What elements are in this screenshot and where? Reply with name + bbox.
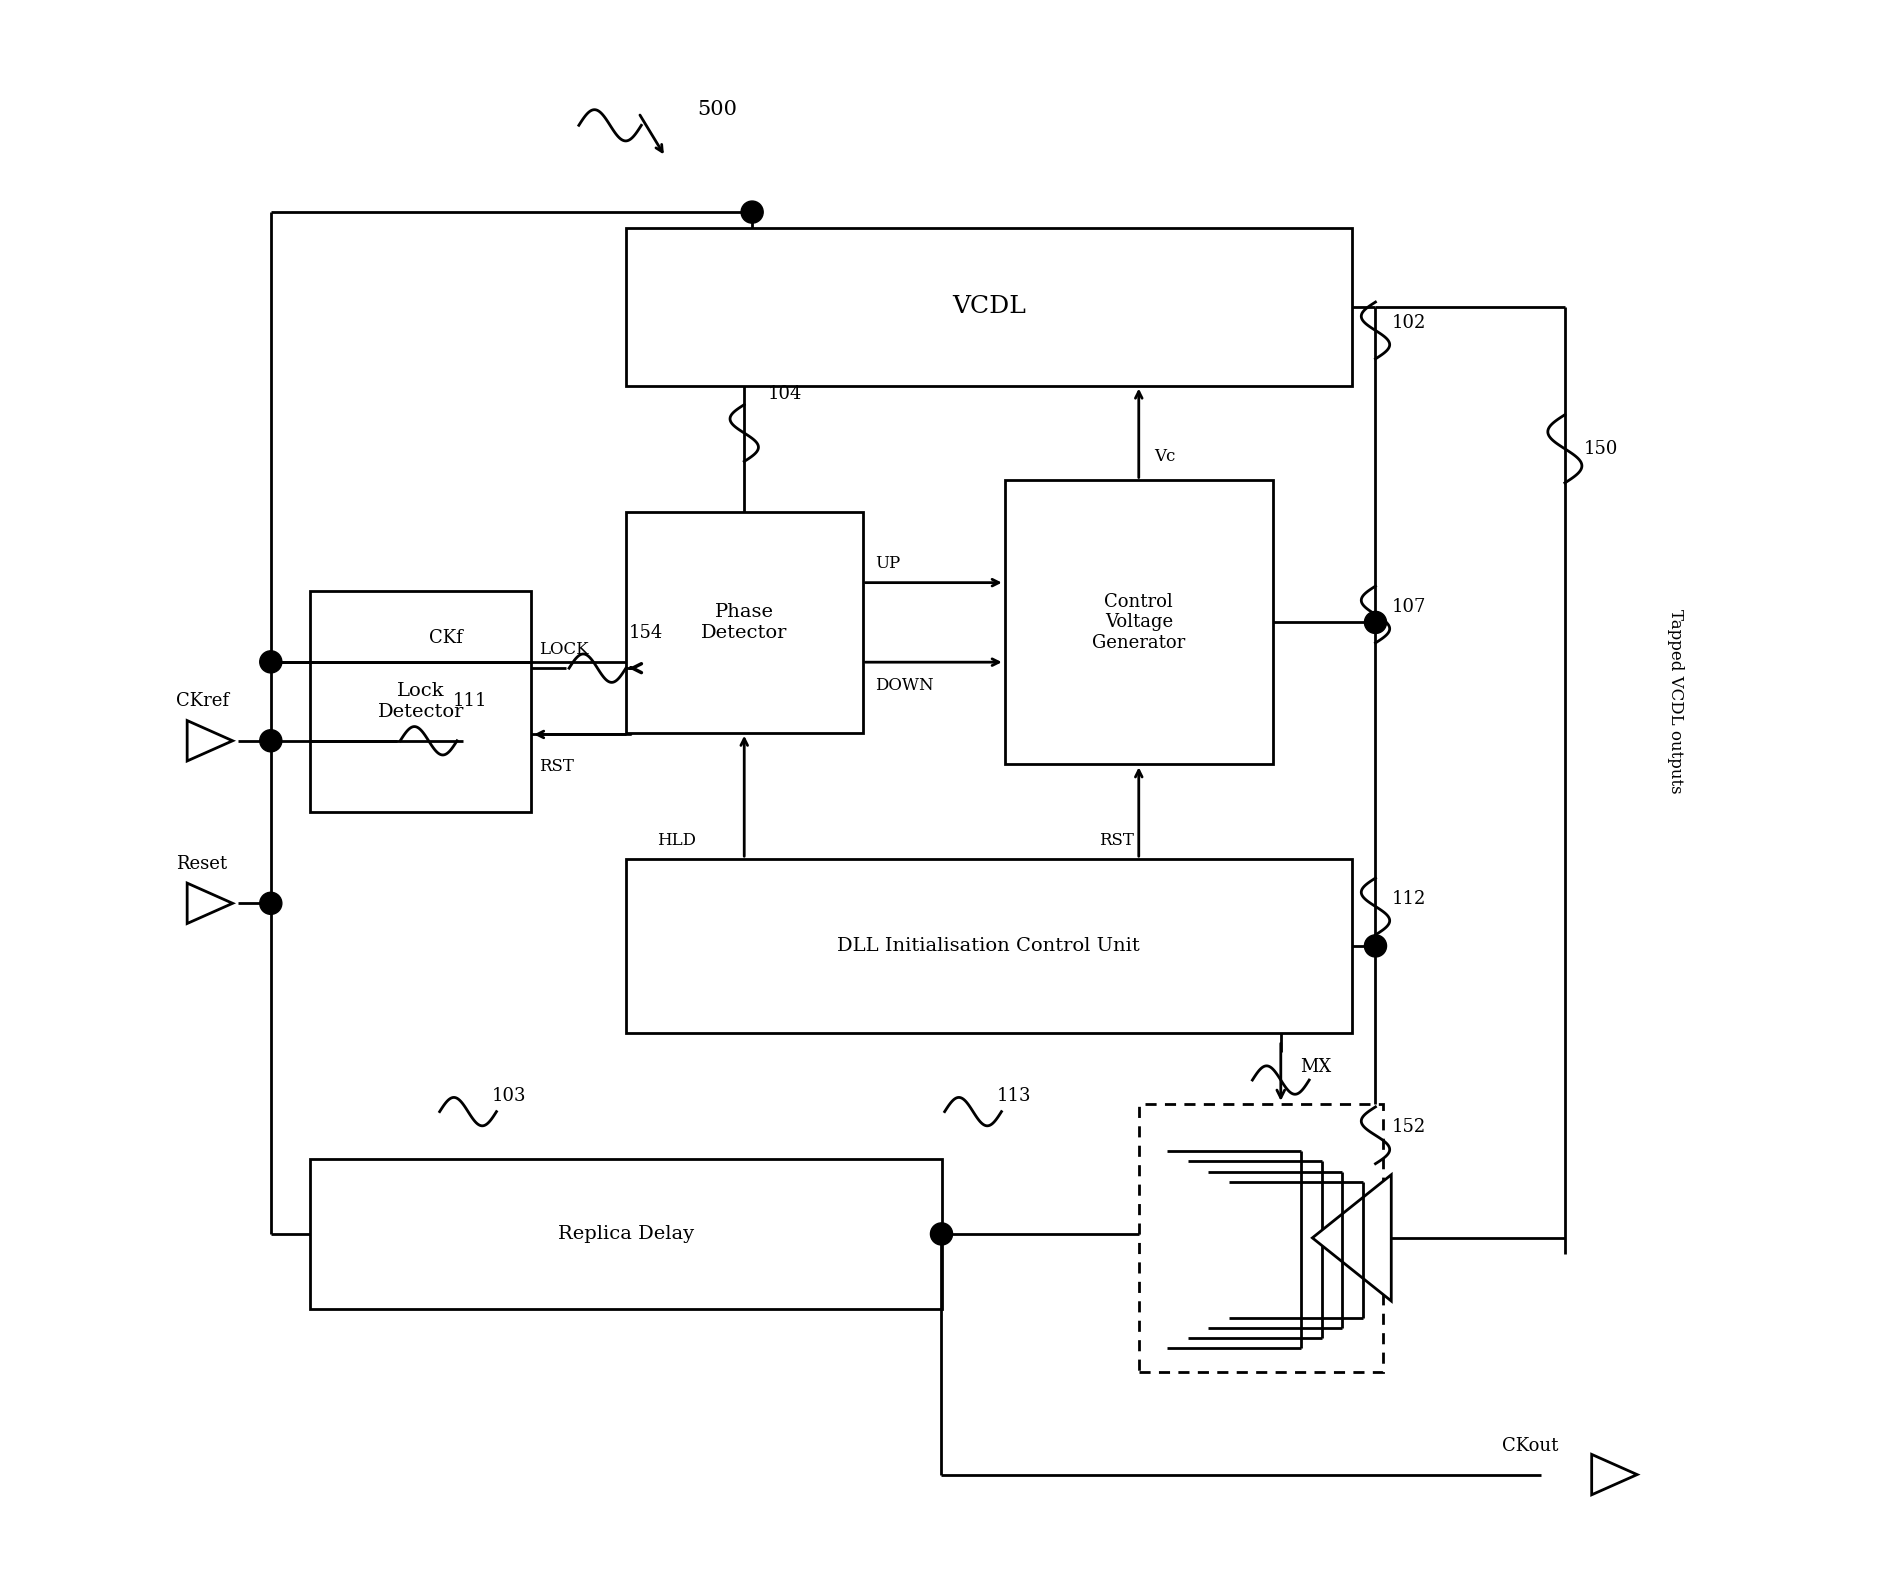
Polygon shape (186, 721, 233, 761)
Text: 154: 154 (629, 624, 662, 643)
Text: 150: 150 (1583, 439, 1617, 458)
Text: Vc: Vc (1154, 449, 1174, 465)
Text: VCDL: VCDL (952, 295, 1026, 318)
Text: 111: 111 (452, 693, 487, 710)
Text: CKout: CKout (1502, 1438, 1556, 1455)
Text: CKref: CKref (177, 693, 230, 710)
Text: Phase
Detector: Phase Detector (700, 603, 787, 642)
Circle shape (1364, 935, 1385, 957)
Text: 113: 113 (996, 1087, 1031, 1105)
Text: Control
Voltage
Generator: Control Voltage Generator (1092, 592, 1186, 653)
Circle shape (742, 201, 762, 223)
Circle shape (260, 651, 282, 673)
Polygon shape (1312, 1175, 1391, 1301)
Text: LOCK: LOCK (538, 640, 589, 657)
Text: MX: MX (1299, 1059, 1331, 1076)
Text: HLD: HLD (657, 831, 696, 849)
Text: CKf: CKf (429, 629, 463, 648)
Text: 500: 500 (696, 100, 736, 119)
Bar (625, 513, 862, 732)
Bar (311, 591, 531, 812)
Bar (1005, 481, 1272, 764)
Circle shape (260, 892, 282, 914)
Text: Tapped VCDL outputs: Tapped VCDL outputs (1666, 610, 1683, 794)
Text: 112: 112 (1391, 890, 1425, 907)
Text: DOWN: DOWN (875, 677, 933, 694)
Circle shape (1364, 611, 1385, 634)
Text: 152: 152 (1391, 1119, 1425, 1137)
Circle shape (260, 729, 282, 751)
Text: 107: 107 (1391, 597, 1425, 616)
Text: 102: 102 (1391, 314, 1425, 331)
Text: Reset: Reset (177, 855, 228, 872)
Polygon shape (1590, 1455, 1635, 1495)
Text: 103: 103 (491, 1087, 525, 1105)
Text: Replica Delay: Replica Delay (557, 1224, 694, 1243)
Bar (1139, 1103, 1383, 1372)
Text: Lock
Detector: Lock Detector (376, 681, 463, 721)
Bar (625, 228, 1351, 385)
Bar (311, 1159, 941, 1309)
Bar (625, 860, 1351, 1033)
Circle shape (930, 1223, 952, 1245)
Polygon shape (186, 884, 233, 923)
Text: UP: UP (875, 556, 900, 572)
Text: RST: RST (538, 758, 574, 775)
Text: DLL Initialisation Control Unit: DLL Initialisation Control Unit (837, 938, 1140, 955)
Text: RST: RST (1099, 831, 1133, 849)
Text: 104: 104 (768, 385, 802, 403)
